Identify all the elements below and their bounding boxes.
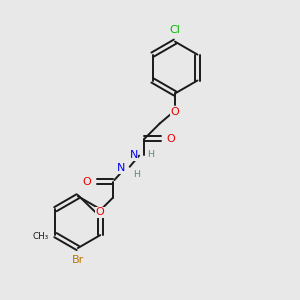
Text: N: N (117, 163, 125, 173)
Text: N: N (130, 150, 138, 160)
Text: O: O (166, 134, 175, 144)
Text: O: O (83, 176, 92, 187)
Text: O: O (96, 207, 104, 218)
Text: H: H (133, 169, 140, 178)
Text: H: H (147, 150, 155, 159)
Text: O: O (171, 107, 179, 117)
Text: Cl: Cl (169, 25, 181, 35)
Text: CH₃: CH₃ (33, 232, 49, 241)
Text: Br: Br (72, 254, 84, 265)
